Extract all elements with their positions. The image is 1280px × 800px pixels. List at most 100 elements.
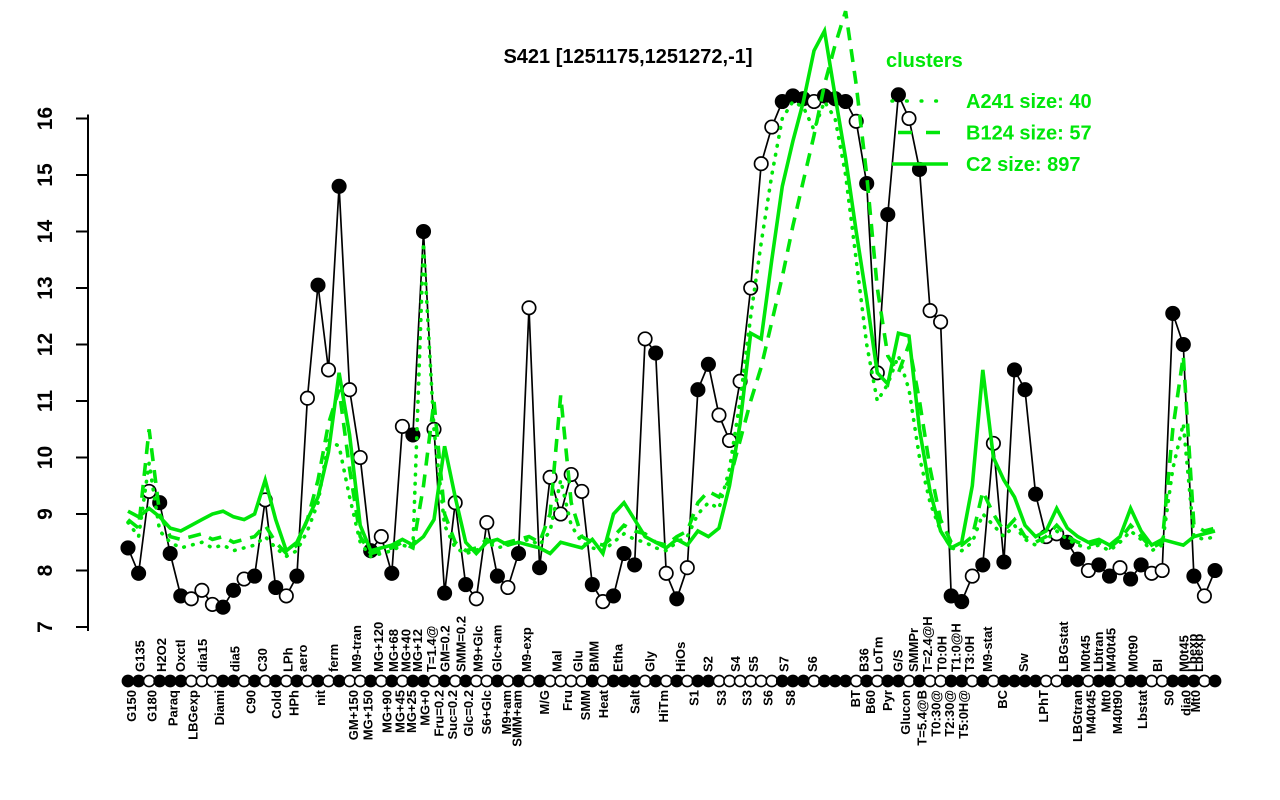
axis-rug-marker [659, 674, 673, 688]
data-point-open [352, 449, 368, 466]
x-condition-label: C90 [243, 690, 258, 714]
axis-rug-marker [269, 674, 283, 688]
axis-rug-marker [1050, 674, 1064, 688]
axis-rug-marker [522, 674, 536, 688]
axis-rug-marker [395, 674, 409, 688]
axis-rug-marker [997, 674, 1011, 688]
axis-rug-marker [184, 674, 198, 688]
x-condition-label: G135 [133, 640, 148, 672]
data-point-open [500, 579, 516, 596]
x-condition-label: Salt [628, 689, 643, 714]
x-condition-label: G/S [890, 649, 905, 672]
x-condition-label: HPh [287, 690, 302, 716]
x-condition-label: MG+150 [361, 690, 376, 740]
axis-rug-marker [976, 674, 990, 688]
x-condition-label: T=5.4@B [915, 690, 930, 746]
x-condition-label: MG+0 [418, 690, 433, 726]
x-condition-label: M40t90 [1110, 690, 1125, 734]
axis-rug-marker [1018, 674, 1032, 688]
axis-rug-marker [723, 674, 736, 688]
x-condition-label: S2 [700, 656, 715, 672]
axes: 7 8 9 10 11 12 13 14 15 16 G150 G135 G180 H2O2 Paraq Ox… [34, 107, 1206, 747]
data-point-filled [310, 277, 326, 293]
axis-rug-marker [807, 674, 821, 688]
axis-rug-marker [786, 674, 800, 688]
axis-rug-marker [364, 674, 378, 688]
data-point-filled [1207, 562, 1223, 579]
x-condition-label: M0t90 [1126, 635, 1141, 672]
axis-rug-marker [543, 674, 557, 688]
x-condition-label: T3:0H [962, 636, 977, 672]
x-condition-label: aero [295, 644, 310, 672]
legend-item-label: A241 size: 40 [966, 91, 1092, 113]
y-tick-label: 10 [34, 446, 57, 469]
axis-rug-marker [300, 674, 314, 688]
x-condition-label: Pyr [880, 690, 895, 711]
x-condition-label: M40t45 [1104, 628, 1119, 672]
axis-rug-marker [248, 674, 261, 688]
axis-rug-marker [702, 674, 715, 688]
data-point-filled [627, 557, 643, 573]
x-condition-label: dia0 [1179, 690, 1194, 716]
data-point-filled [1028, 486, 1044, 502]
x-condition-label: M9-exp [519, 627, 534, 672]
x-condition-label: SMM=0.2 [453, 616, 468, 672]
data-point-open [183, 591, 199, 607]
legend-items: A241 size: 40 B124 size: 57 C2 size: 897 [890, 91, 1092, 176]
data-point-filled [162, 545, 178, 562]
data-point-open [679, 560, 695, 576]
data-point-filled [458, 577, 474, 593]
legend-item-label: B124 size: 57 [966, 123, 1092, 145]
data-point-filled [437, 585, 453, 601]
x-condition-label: Fru=0.2 [431, 690, 446, 737]
data-point-filled [215, 599, 231, 615]
x-condition-label: T2:30@ [942, 690, 957, 737]
axis-rug-marker [332, 674, 346, 688]
data-point-open [299, 390, 315, 406]
x-condition-label: BMM [586, 641, 601, 672]
x-condition-label: ferm [326, 644, 341, 672]
x-condition-label: MG+12 [410, 629, 425, 672]
data-point-filled [289, 568, 305, 584]
axis-rug-marker [427, 674, 441, 688]
x-condition-label: S4 [728, 655, 743, 672]
data-point-open [479, 514, 495, 531]
axis-rug-marker [1071, 674, 1085, 688]
x-condition-label: S8 [783, 690, 798, 706]
axis-rug-marker [142, 674, 156, 688]
axis-rug-marker [227, 674, 240, 688]
data-point-open [563, 466, 579, 483]
axis-rug-marker [712, 674, 726, 688]
x-condition-label: S6 [805, 656, 820, 672]
data-point-filled [247, 568, 263, 584]
axis-rug-marker [987, 674, 1000, 688]
axis-rug-marker [1124, 674, 1137, 688]
axis-rug-marker [596, 674, 610, 688]
x-condition-label: S0 [1162, 690, 1177, 706]
axis-rug-marker [797, 674, 810, 688]
data-point-open [1196, 588, 1212, 604]
data-point-filled [584, 577, 600, 593]
axis-rug-marker [680, 674, 694, 688]
x-condition-label: S6+Glc [479, 690, 494, 734]
axis-rug-marker [311, 674, 325, 688]
x-condition-label: T0:0H [935, 636, 950, 672]
series-C2-solid-line [127, 25, 1216, 558]
data-point-filled [384, 565, 400, 581]
data-point-filled [1165, 305, 1181, 321]
data-point-open [933, 314, 949, 330]
data-point-filled [669, 591, 685, 607]
axis-rug-marker [121, 674, 135, 688]
axis-rug-marker [934, 674, 947, 688]
x-condition-label: MG+45 [392, 690, 407, 733]
x-condition-label: Sw [1016, 652, 1031, 672]
x-condition-label: Cold [269, 690, 284, 719]
axis-rug-marker [902, 674, 916, 688]
data-point-open [1154, 562, 1170, 579]
axis-rug-marker [374, 674, 388, 688]
axis-rug-marker [1103, 674, 1116, 688]
x-condition-label: BC [995, 689, 1010, 708]
x-condition-label: nit [313, 689, 328, 706]
axis-rug-marker [733, 674, 747, 688]
